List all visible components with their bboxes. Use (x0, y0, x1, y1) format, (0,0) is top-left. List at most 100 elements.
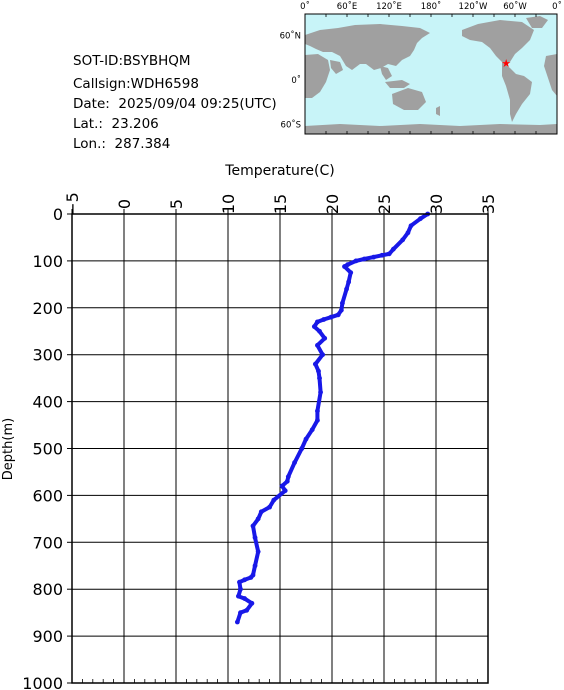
africa-landmass (305, 54, 330, 98)
data-point (379, 252, 385, 258)
y-tick-label: 500 (32, 440, 63, 459)
lon-label: Lon.: 287.384 (73, 136, 171, 152)
data-point (317, 375, 322, 381)
data-point (303, 436, 309, 442)
data-point (316, 368, 321, 374)
data-point (371, 254, 376, 260)
data-point (234, 619, 240, 625)
south-america-landmass (502, 62, 532, 122)
data-point (267, 504, 272, 510)
map-lon-label: 120˚E (376, 1, 402, 12)
data-point (328, 314, 334, 320)
world-map: 0˚ 60˚E 120˚E 180˚ 120˚W 60˚W 0˚ 60˚N 0˚ 60˚S ★ (280, 1, 562, 135)
y-tick-label: 100 (32, 252, 63, 271)
data-point (312, 361, 318, 367)
temperature-profile-chart: −5 0 5 10 15 20 25 30 35 01002003004005006007008… (1, 163, 498, 690)
temperature-profile-line (235, 212, 430, 624)
africa-west-landmass (544, 54, 557, 96)
data-point (252, 535, 258, 541)
map-lon-label: 60˚E (337, 1, 357, 12)
data-point (271, 497, 277, 503)
data-point (405, 230, 411, 236)
y-tick-label: 400 (32, 393, 63, 412)
data-point (321, 317, 327, 322)
data-point (400, 237, 406, 243)
date-label: Date: 2025/09/04 09:25(UTC) (73, 96, 277, 112)
y-tick-label: 600 (32, 486, 63, 505)
data-point (386, 251, 392, 257)
data-point (242, 596, 248, 601)
y-tick-labels: 0 100 200 300 400 500 600 700 800 900 1000 (22, 205, 63, 690)
data-point (353, 258, 359, 264)
data-point (361, 256, 367, 262)
data-point (242, 577, 248, 583)
x-tick-label: 0 (115, 199, 134, 209)
y-tick-label: 800 (32, 580, 63, 599)
data-point (238, 610, 243, 616)
data-point (284, 478, 290, 484)
eurasia-landmass (305, 24, 430, 70)
grid (67, 209, 489, 684)
data-point (342, 264, 347, 269)
sot-id-label: SOT-ID:BSYBHQM (73, 53, 191, 69)
x-tick-label: 30 (427, 194, 446, 214)
data-point (282, 488, 288, 494)
data-point (255, 516, 261, 522)
data-point (318, 389, 323, 395)
data-point (315, 408, 320, 414)
data-point (322, 335, 328, 341)
map-lon-label: 60˚W (503, 1, 527, 12)
map-lat-label: 0˚ (291, 75, 301, 86)
y-tick-label: 0 (53, 205, 63, 224)
y-tick-label: 300 (32, 346, 63, 365)
data-point (315, 342, 320, 348)
y-tick-label: 900 (32, 627, 63, 646)
data-point (320, 352, 326, 358)
data-point (311, 324, 317, 329)
data-point (258, 509, 264, 515)
greenland-landmass (526, 16, 548, 28)
data-point (348, 270, 354, 276)
data-point (340, 300, 345, 306)
data-point (248, 575, 254, 580)
map-ticks (304, 14, 558, 134)
data-point (338, 307, 344, 313)
x-tick-label: 15 (271, 194, 290, 214)
data-point (255, 549, 261, 555)
data-point (237, 579, 242, 585)
data-point (285, 474, 291, 480)
north-america-landmass (462, 20, 534, 62)
data-point (250, 523, 256, 529)
data-point (346, 279, 352, 285)
x-tick-label: 20 (323, 194, 342, 214)
data-point (317, 328, 322, 334)
map-lon-label: 0˚ (552, 1, 562, 12)
indonesia-landmass (385, 80, 410, 88)
data-point (249, 600, 255, 606)
x-tick-label: −5 (63, 192, 82, 216)
x-axis-title: Temperature(C) (224, 163, 334, 179)
x-tick-label: 35 (479, 194, 498, 214)
y-axis-title: Depth(m) (1, 418, 16, 480)
data-point (309, 427, 315, 433)
lat-label: Lat.: 23.206 (73, 116, 159, 132)
y-tick-label: 700 (32, 533, 63, 552)
data-point (315, 417, 320, 423)
map-latitude-labels: 60˚N 0˚ 60˚S (280, 31, 301, 131)
new-zealand-landmass (436, 106, 440, 116)
y-tick-label: 1000 (22, 674, 63, 690)
series-group (234, 211, 431, 625)
map-lon-label: 120˚W (459, 1, 488, 12)
data-point (236, 593, 241, 599)
data-point (252, 563, 258, 569)
data-point (279, 483, 285, 489)
x-tick-label: 5 (167, 199, 186, 209)
plot-frame (71, 213, 489, 684)
data-point (244, 607, 250, 613)
star-icon: ★ (501, 57, 511, 70)
x-tick-label: 25 (375, 194, 394, 214)
data-point (335, 312, 341, 318)
arabia-landmass (330, 60, 343, 74)
map-lat-label: 60˚S (281, 119, 301, 130)
